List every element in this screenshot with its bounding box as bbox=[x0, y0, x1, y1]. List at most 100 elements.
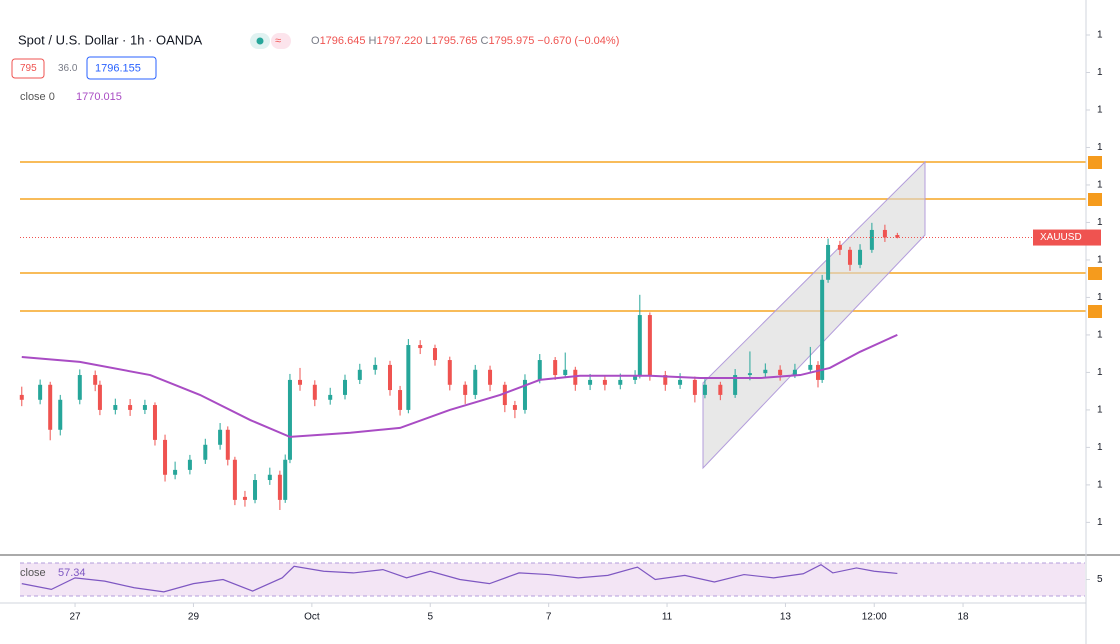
candle-body bbox=[328, 394, 333, 400]
candle-body bbox=[633, 375, 638, 380]
candle-body bbox=[58, 399, 63, 430]
candle-body bbox=[858, 249, 863, 265]
candle-body bbox=[792, 369, 797, 376]
level-tag bbox=[1088, 305, 1102, 318]
symbol-tag bbox=[1033, 229, 1101, 246]
candle-body bbox=[778, 369, 783, 376]
candle-body bbox=[97, 384, 102, 410]
candle-body bbox=[38, 384, 43, 400]
candle-body bbox=[618, 379, 623, 385]
candle-body bbox=[718, 384, 723, 395]
candle-body bbox=[522, 379, 527, 410]
x-tick-label: Oct bbox=[304, 612, 320, 623]
y-tick-label: 1 bbox=[1097, 442, 1103, 453]
candle-body bbox=[573, 369, 578, 385]
candle-body bbox=[387, 364, 392, 391]
ohlc-value: 1795.765 bbox=[432, 35, 478, 47]
candle-body bbox=[808, 364, 813, 370]
candle-body bbox=[432, 348, 437, 361]
candle-body bbox=[869, 229, 874, 250]
y-tick-label: 1 bbox=[1097, 367, 1103, 378]
level-tag bbox=[1088, 267, 1102, 280]
y-tick-label: 1 bbox=[1097, 405, 1103, 416]
candle-body bbox=[312, 384, 317, 400]
candle-body bbox=[277, 474, 282, 500]
ohlc-change: −0.670 (−0.04%) bbox=[537, 35, 619, 47]
symbol-title: Spot / U.S. Dollar · 1h · OANDA bbox=[18, 32, 203, 47]
candle-body bbox=[747, 373, 752, 376]
level-tag bbox=[1088, 193, 1102, 206]
ask-price: 1796.155 bbox=[95, 62, 141, 74]
candle-body bbox=[267, 474, 272, 481]
candle-body bbox=[77, 375, 82, 400]
candle-body bbox=[357, 369, 362, 380]
candle-body bbox=[152, 405, 157, 440]
rsi-legend-name: close bbox=[20, 567, 46, 579]
spread: 36.0 bbox=[58, 63, 78, 74]
candle-body bbox=[512, 405, 517, 410]
candle-body bbox=[488, 369, 493, 385]
status-pill bbox=[271, 33, 291, 49]
candle-body bbox=[820, 279, 825, 380]
y-tick-label: 1 bbox=[1097, 517, 1103, 528]
x-tick-label: 13 bbox=[780, 612, 792, 623]
candle-body bbox=[373, 364, 378, 370]
ma-legend-name: close 0 bbox=[20, 91, 55, 103]
y-tick-label: 1 bbox=[1097, 30, 1103, 41]
y-tick-label: 1 bbox=[1097, 330, 1103, 341]
bid-price: 795 bbox=[20, 63, 37, 74]
ask-box bbox=[86, 56, 157, 80]
level-tag bbox=[1088, 156, 1102, 169]
candle-body bbox=[398, 390, 403, 410]
ohlc-key: H bbox=[369, 35, 377, 47]
candle-body bbox=[113, 405, 118, 410]
y-tick-label: 1 bbox=[1097, 217, 1103, 228]
x-tick-label: 18 bbox=[957, 612, 969, 623]
y-tick-label: 1 bbox=[1097, 255, 1103, 266]
candle-body bbox=[298, 379, 303, 385]
candle-body bbox=[602, 379, 607, 385]
candle-body bbox=[283, 459, 288, 500]
candle-body bbox=[763, 369, 768, 374]
ohlc-key: C bbox=[481, 35, 489, 47]
candle-body bbox=[537, 360, 542, 380]
rsi-tick-label: 5 bbox=[1097, 574, 1103, 585]
x-tick-label: 29 bbox=[188, 612, 200, 623]
y-tick-label: 1 bbox=[1097, 67, 1103, 78]
ohlc-value: 1796.645 bbox=[320, 35, 366, 47]
candle-body bbox=[588, 379, 593, 385]
x-tick-label: 5 bbox=[427, 612, 433, 623]
status-icon: ≈ bbox=[275, 35, 281, 47]
candle-body bbox=[826, 244, 831, 280]
candle-body bbox=[678, 379, 683, 385]
candle-body bbox=[163, 439, 168, 475]
candle-body bbox=[142, 405, 147, 410]
candle-body bbox=[563, 369, 568, 376]
candle-body bbox=[837, 244, 842, 250]
candle-body bbox=[553, 360, 558, 376]
candle-body bbox=[253, 480, 258, 500]
candle-body bbox=[173, 469, 178, 475]
candle-body bbox=[733, 375, 738, 395]
candle-body bbox=[218, 429, 223, 445]
y-tick-label: 1 bbox=[1097, 480, 1103, 491]
status-dot bbox=[256, 37, 264, 45]
candle-body bbox=[702, 384, 707, 395]
ohlc-legend: O1796.645 H1797.220 L1795.765 C1795.975 … bbox=[311, 35, 619, 47]
y-tick-label: 1 bbox=[1097, 105, 1103, 116]
ohlc-key: L bbox=[425, 35, 431, 47]
candle-body bbox=[447, 360, 452, 385]
candle-body bbox=[225, 429, 230, 460]
x-tick-label: 7 bbox=[546, 612, 552, 623]
symbol-label: XAUUSD bbox=[1040, 232, 1082, 243]
candle-body bbox=[502, 384, 507, 406]
candle-body bbox=[242, 496, 247, 500]
y-tick-label: 1 bbox=[1097, 180, 1103, 191]
candle-body bbox=[463, 384, 468, 395]
ma-legend-value: 1770.015 bbox=[76, 91, 122, 103]
rsi-line bbox=[21, 563, 898, 593]
rsi-band bbox=[20, 563, 1085, 596]
candle-body bbox=[895, 235, 900, 238]
